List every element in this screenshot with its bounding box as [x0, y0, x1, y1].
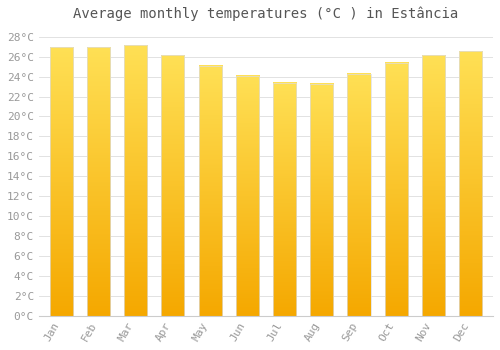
Bar — [50, 47, 72, 316]
Bar — [236, 76, 259, 316]
Title: Average monthly temperatures (°C ) in Estância: Average monthly temperatures (°C ) in Es… — [74, 7, 458, 21]
Bar — [422, 55, 445, 316]
Bar — [273, 83, 296, 316]
Bar — [459, 51, 482, 316]
Bar — [348, 74, 370, 316]
Bar — [310, 84, 334, 316]
Bar — [87, 47, 110, 316]
Bar — [162, 55, 184, 316]
Bar — [384, 63, 408, 316]
Bar — [198, 66, 222, 316]
Bar — [124, 45, 147, 316]
